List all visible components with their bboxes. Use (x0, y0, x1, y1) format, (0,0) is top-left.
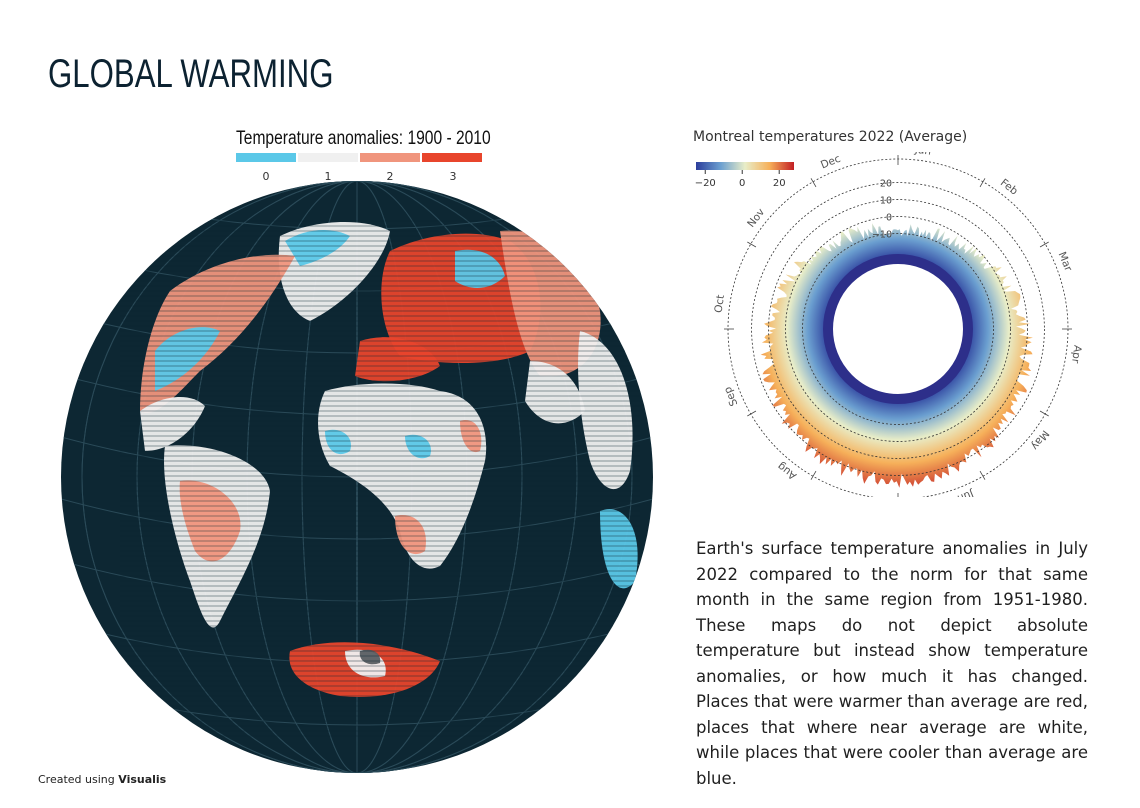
land-middle-east (525, 361, 585, 424)
credit-line: Created using Visualis (38, 773, 166, 786)
page-title: GLOBAL WARMING (48, 52, 334, 96)
radial-grid-circle (768, 199, 1028, 459)
month-tick (1039, 410, 1049, 417)
land-us-east (140, 396, 205, 451)
land-antarctica-nodata (359, 649, 381, 665)
month-tick (1039, 241, 1049, 248)
land-texture (120, 220, 640, 737)
land-western-europe (355, 337, 440, 382)
land-canada-cool (155, 327, 220, 391)
month-tick (747, 410, 757, 417)
land-south-america-warm (179, 480, 241, 562)
land-africa (318, 383, 487, 569)
radial-chart-title: Montreal temperatures 2022 (Average) (693, 129, 968, 145)
legend-title: Temperature anomalies: 1900 - 2010 (236, 128, 491, 149)
month-tick (810, 178, 817, 188)
month-tick (979, 178, 986, 188)
land-arctic-canada (285, 229, 350, 266)
month-label: Feb (998, 177, 1020, 198)
month-label: Nov (745, 206, 767, 230)
month-label: Oct (713, 294, 727, 314)
radial-tick-label: 0 (886, 213, 892, 224)
legend-swatch-3 (422, 153, 482, 162)
globe-map[interactable] (60, 181, 660, 777)
credit-prefix: Created using (38, 773, 119, 786)
radial-grid-circle (785, 216, 1011, 442)
month-tick (810, 470, 817, 480)
radial-temperature-chart[interactable]: −2002020100−10JanFebMarAprMayJunJulAugSe… (688, 152, 1088, 497)
month-label: Mar (1056, 250, 1075, 273)
month-label: Apr (1069, 344, 1084, 364)
colorbar-gradient (696, 162, 794, 170)
legend-label-1: 1 (324, 170, 332, 183)
colorbar-tick-label: −20 (695, 178, 716, 189)
month-label: Dec (819, 153, 843, 172)
graticule-lon (136, 181, 578, 773)
land-south-africa (395, 515, 426, 555)
land-scandinavia-cool (455, 249, 505, 288)
land-masses (140, 221, 638, 697)
land-indian-ocean-islands (600, 509, 638, 589)
legend-swatch-0 (236, 153, 296, 162)
inner-ring (823, 254, 973, 404)
credit-brand[interactable]: Visualis (118, 773, 167, 786)
legend-label-0: 0 (262, 170, 270, 183)
month-tick (747, 241, 757, 248)
legend-swatch-1 (298, 153, 358, 162)
radial-grid-circle (802, 233, 994, 425)
legend-label-2: 2 (386, 170, 394, 183)
legend-swatch-2 (360, 153, 420, 162)
month-label: Jan (913, 152, 932, 158)
description-text: Earth's surface temperature anomalies in… (696, 539, 1088, 788)
colorbar-tick-label: 20 (773, 178, 786, 189)
month-tick (979, 470, 986, 480)
land-west-africa-cool (325, 429, 351, 455)
land-central-africa-cool (405, 434, 431, 459)
graticule-lon (81, 181, 633, 773)
colorbar-tick-label: 0 (739, 178, 745, 189)
land-asia-east (578, 331, 633, 490)
month-label: Sep (722, 385, 741, 408)
legend-label-3: 3 (449, 170, 457, 183)
radial-tick-label: 10 (880, 196, 892, 207)
radial-tick-label: 20 (880, 179, 892, 190)
temperature-area (760, 223, 1033, 488)
radial-tick-label: −10 (872, 230, 892, 241)
colorbar: −20 0 20 (695, 162, 794, 189)
month-label: Aug (775, 460, 799, 482)
land-east-africa (460, 420, 482, 453)
month-label: May (1028, 428, 1051, 453)
month-label: Jun (956, 487, 977, 497)
